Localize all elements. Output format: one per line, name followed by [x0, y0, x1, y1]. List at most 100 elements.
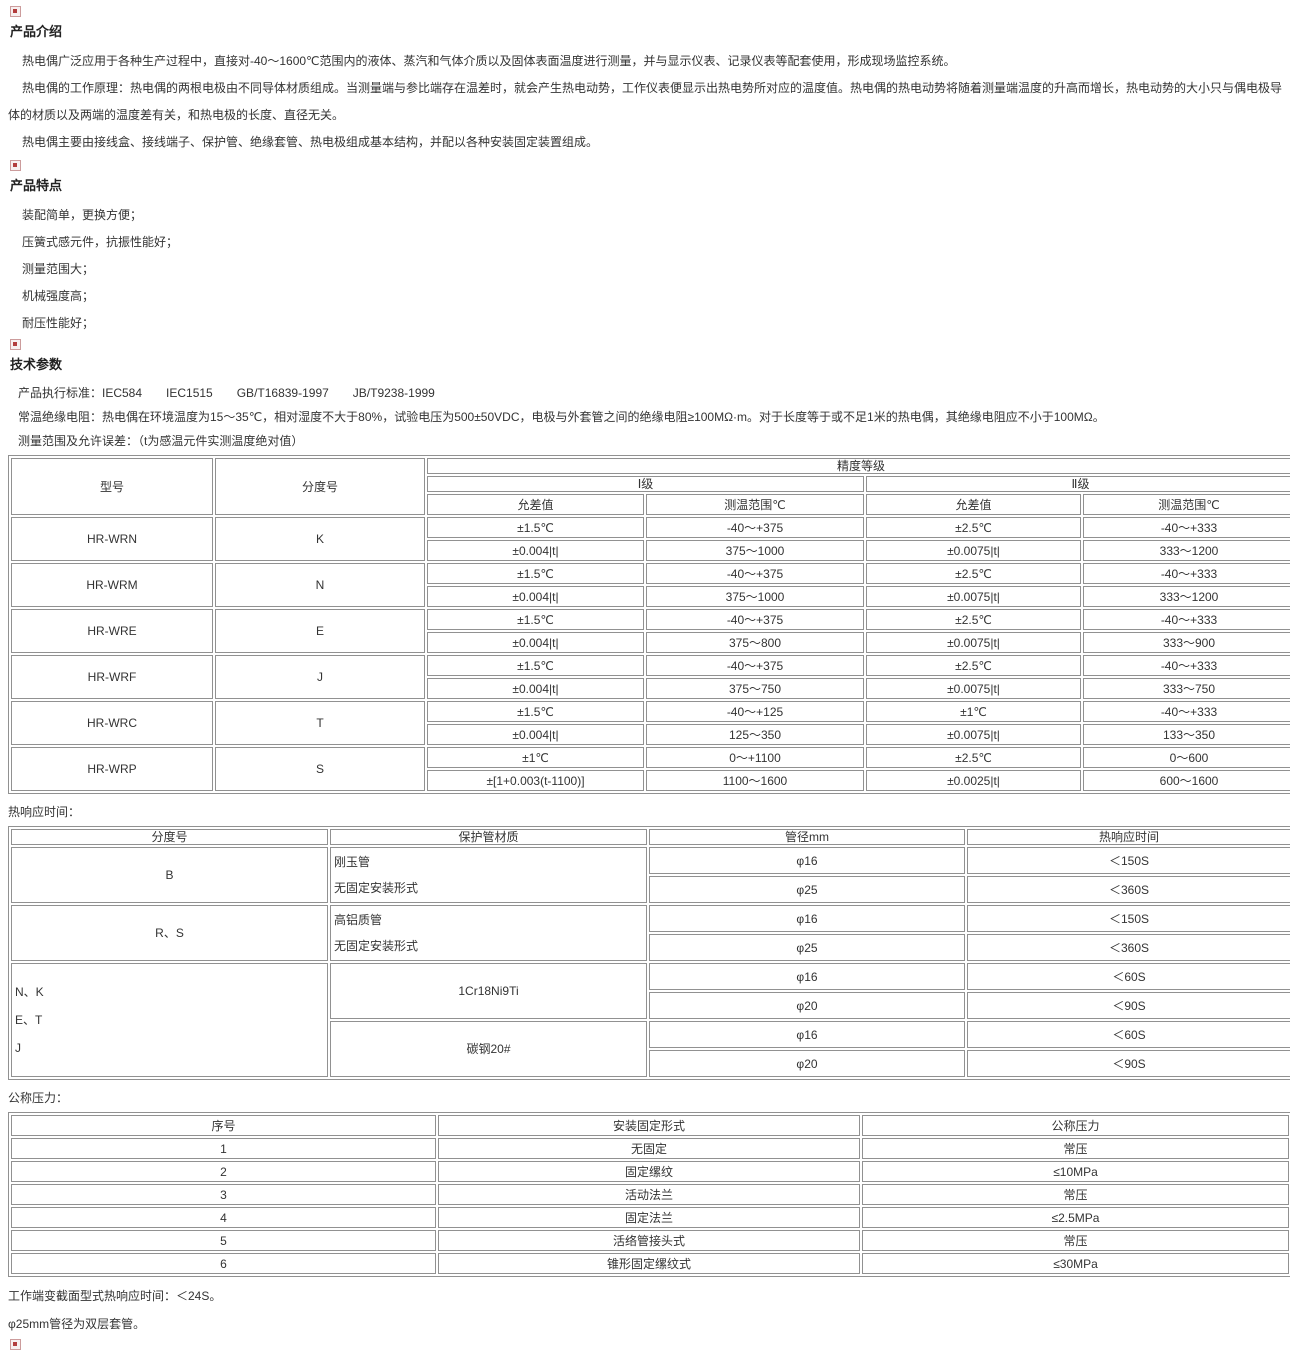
spec-cell-range2: -40～+333 [1083, 609, 1290, 630]
spec-cell-tolerance2: ±2.5℃ [866, 517, 1081, 538]
tech-title: 技术参数 [10, 357, 63, 372]
intro-title: 产品介绍 [10, 24, 63, 39]
spec-cell-model: HR-WRC [11, 701, 213, 745]
section-marker-row [10, 1339, 1282, 1353]
spec-header-model: 型号 [11, 458, 213, 515]
response-cell-material: 碳钢20# [330, 1021, 647, 1077]
spec-cell-model: HR-WRM [11, 563, 213, 607]
spec-cell-range2: -40～+333 [1083, 563, 1290, 584]
spec-cell-tolerance2: ±2.5℃ [866, 609, 1081, 630]
spec-header-class1: Ⅰ级 [427, 476, 864, 492]
spec-cell-tolerance2: ±2.5℃ [866, 655, 1081, 676]
pressure-row: 3 活动法兰 常压 [11, 1184, 1289, 1205]
spec-row: HR-WRC T ±1.5℃ -40～+125 ±1℃ -40～+333 [11, 701, 1290, 745]
pressure-row: 2 固定缧纹 ≤10MPa [11, 1161, 1289, 1182]
spec-cell-range2: 133～350 [1083, 724, 1290, 745]
response-cell-material: 刚玉管 无固定安装形式 [330, 847, 647, 903]
response-label: 热响应时间： [8, 805, 81, 819]
pressure-cell-value: ≤2.5MPa [862, 1207, 1289, 1228]
response-header-material: 保护管材质 [330, 829, 647, 845]
pressure-cell-form: 固定法兰 [438, 1207, 860, 1228]
spec-cell-tolerance1: ±1.5℃ [427, 563, 644, 584]
response-row: B 刚玉管 无固定安装形式 φ16 ＜150S [11, 847, 1290, 903]
response-cell-diameter: φ16 [649, 847, 965, 874]
intro-paragraph: 热电偶广泛应用于各种生产过程中，直接对-40～1600℃范围内的液体、蒸汽和气体… [22, 54, 956, 68]
spec-row: HR-WRN K ±1.5℃ -40～+375 ±2.5℃ -40～+333 [11, 517, 1290, 561]
spec-cell-graduation: K [215, 517, 425, 561]
pressure-cell-no: 1 [11, 1138, 436, 1159]
spec-row: HR-WRE E ±1.5℃ -40～+375 ±2.5℃ -40～+333 [11, 609, 1290, 653]
spec-cell-range2: -40～+333 [1083, 655, 1290, 676]
pressure-cell-no: 5 [11, 1230, 436, 1251]
pressure-label: 公称压力： [8, 1091, 69, 1105]
pressure-cell-value: ≤30MPa [862, 1253, 1289, 1274]
pressure-cell-no: 4 [11, 1207, 436, 1228]
spec-cell-range1: -40～+125 [646, 701, 864, 722]
spec-cell-tolerance1: ±0.004|t| [427, 724, 644, 745]
section-marker-row [10, 160, 1282, 174]
spec-row: ±0.004|t| 375～800 ±0.0075|t| 333～900 [11, 632, 1290, 653]
spec-cell-range1: -40～+375 [646, 655, 864, 676]
response-header-graduation: 分度号 [11, 829, 328, 845]
spec-row: ±0.004|t| 375～1000 ±0.0075|t| 333～1200 [11, 540, 1290, 561]
intro-paragraph: 热电偶主要由接线盒、接线端子、保护管、绝缘套管、热电极组成基本结构，并配以各种安… [22, 135, 599, 149]
broken-image-icon [10, 6, 21, 17]
spec-cell-tolerance1: ±1.5℃ [427, 701, 644, 722]
pressure-cell-value: 常压 [862, 1184, 1289, 1205]
spec-cell-tolerance2: ±1℃ [866, 701, 1081, 722]
response-cell-time: ＜90S [967, 1050, 1290, 1077]
response-cell-material: 1Cr18Ni9Ti [330, 963, 647, 1019]
response-header-diameter: 管径mm [649, 829, 965, 845]
spec-header-tolerance: 允差值 [866, 494, 1081, 515]
spec-table: 型号 分度号 精度等级 Ⅰ级 Ⅱ级 允差值 测温范围℃ 允差值 测温范围℃ HR… [8, 455, 1290, 794]
spec-cell-range1: -40～+375 [646, 609, 864, 630]
broken-image-icon [10, 160, 21, 171]
spec-cell-range2: 0～600 [1083, 747, 1290, 768]
spec-cell-tolerance2: ±0.0075|t| [866, 586, 1081, 607]
spec-cell-tolerance1: ±[1+0.003(t-1100)] [427, 770, 644, 791]
response-cell-diameter: φ20 [649, 992, 965, 1019]
pressure-header-row: 序号 安装固定形式 公称压力 [11, 1115, 1289, 1136]
spec-row: ±[1+0.003(t-1100)] 1100～1600 ±0.0025|t| … [11, 770, 1290, 791]
features-list: 装配简单，更换方便； 压簧式感元件，抗振性能好； 测量范围大； 机械强度高； 耐… [8, 202, 1282, 337]
spec-cell-graduation: S [215, 747, 425, 791]
pressure-cell-form: 活动法兰 [438, 1184, 860, 1205]
response-cell-material: 高铝质管 无固定安装形式 [330, 905, 647, 961]
pressure-header-form: 安装固定形式 [438, 1115, 860, 1136]
spec-cell-range2: -40～+333 [1083, 701, 1290, 722]
pressure-cell-form: 无固定 [438, 1138, 860, 1159]
spec-row: HR-WRF J ±1.5℃ -40～+375 ±2.5℃ -40～+333 [11, 655, 1290, 699]
spec-header-row-3: 允差值 测温范围℃ 允差值 测温范围℃ [11, 494, 1290, 515]
pressure-cell-no: 3 [11, 1184, 436, 1205]
feature-item: 压簧式感元件，抗振性能好； [22, 235, 179, 249]
spec-cell-range2: 333～1200 [1083, 586, 1290, 607]
spec-header-graduation: 分度号 [215, 458, 425, 515]
spec-cell-range2: 333～900 [1083, 632, 1290, 653]
spec-cell-tolerance1: ±1.5℃ [427, 655, 644, 676]
spec-cell-range2: 333～1200 [1083, 540, 1290, 561]
broken-image-icon [10, 339, 21, 350]
spec-cell-tolerance1: ±0.004|t| [427, 632, 644, 653]
spec-cell-range1: 1100～1600 [646, 770, 864, 791]
graduation-line: E、T [15, 1013, 43, 1027]
spec-row: HR-WRP S ±1℃ 0～+1100 ±2.5℃ 0～600 [11, 747, 1290, 791]
spec-cell-tolerance2: ±0.0075|t| [866, 724, 1081, 745]
spec-cell-tolerance2: ±2.5℃ [866, 747, 1081, 768]
pressure-cell-form: 固定缧纹 [438, 1161, 860, 1182]
spec-row: ±0.004|t| 125～350 ±0.0075|t| 133～350 [11, 724, 1290, 745]
response-row: φ25 ＜360S [11, 876, 1290, 903]
spec-cell-tolerance1: ±1.5℃ [427, 517, 644, 538]
response-cell-graduation: R、S [11, 905, 328, 961]
material-line: 无固定安装形式 [334, 939, 419, 953]
spec-cell-graduation: N [215, 563, 425, 607]
response-row: R、S 高铝质管 无固定安装形式 φ16 ＜150S [11, 905, 1290, 961]
spec-cell-graduation: T [215, 701, 425, 745]
spec-cell-range2: -40～+333 [1083, 517, 1290, 538]
response-cell-time: ＜150S [967, 847, 1290, 874]
intro-paragraph: 热电偶的工作原理：热电偶的两根电极由不同导体材质组成。当测量端与参比端存在温差时… [8, 81, 1283, 122]
graduation-line: J [15, 1041, 21, 1055]
spec-cell-range1: 375～800 [646, 632, 864, 653]
response-cell-time: ＜360S [967, 876, 1290, 903]
spec-cell-range1: 125～350 [646, 724, 864, 745]
tech-range-note-line: 测量范围及允许误差：（t为感温元件实测温度绝对值） [18, 434, 304, 448]
